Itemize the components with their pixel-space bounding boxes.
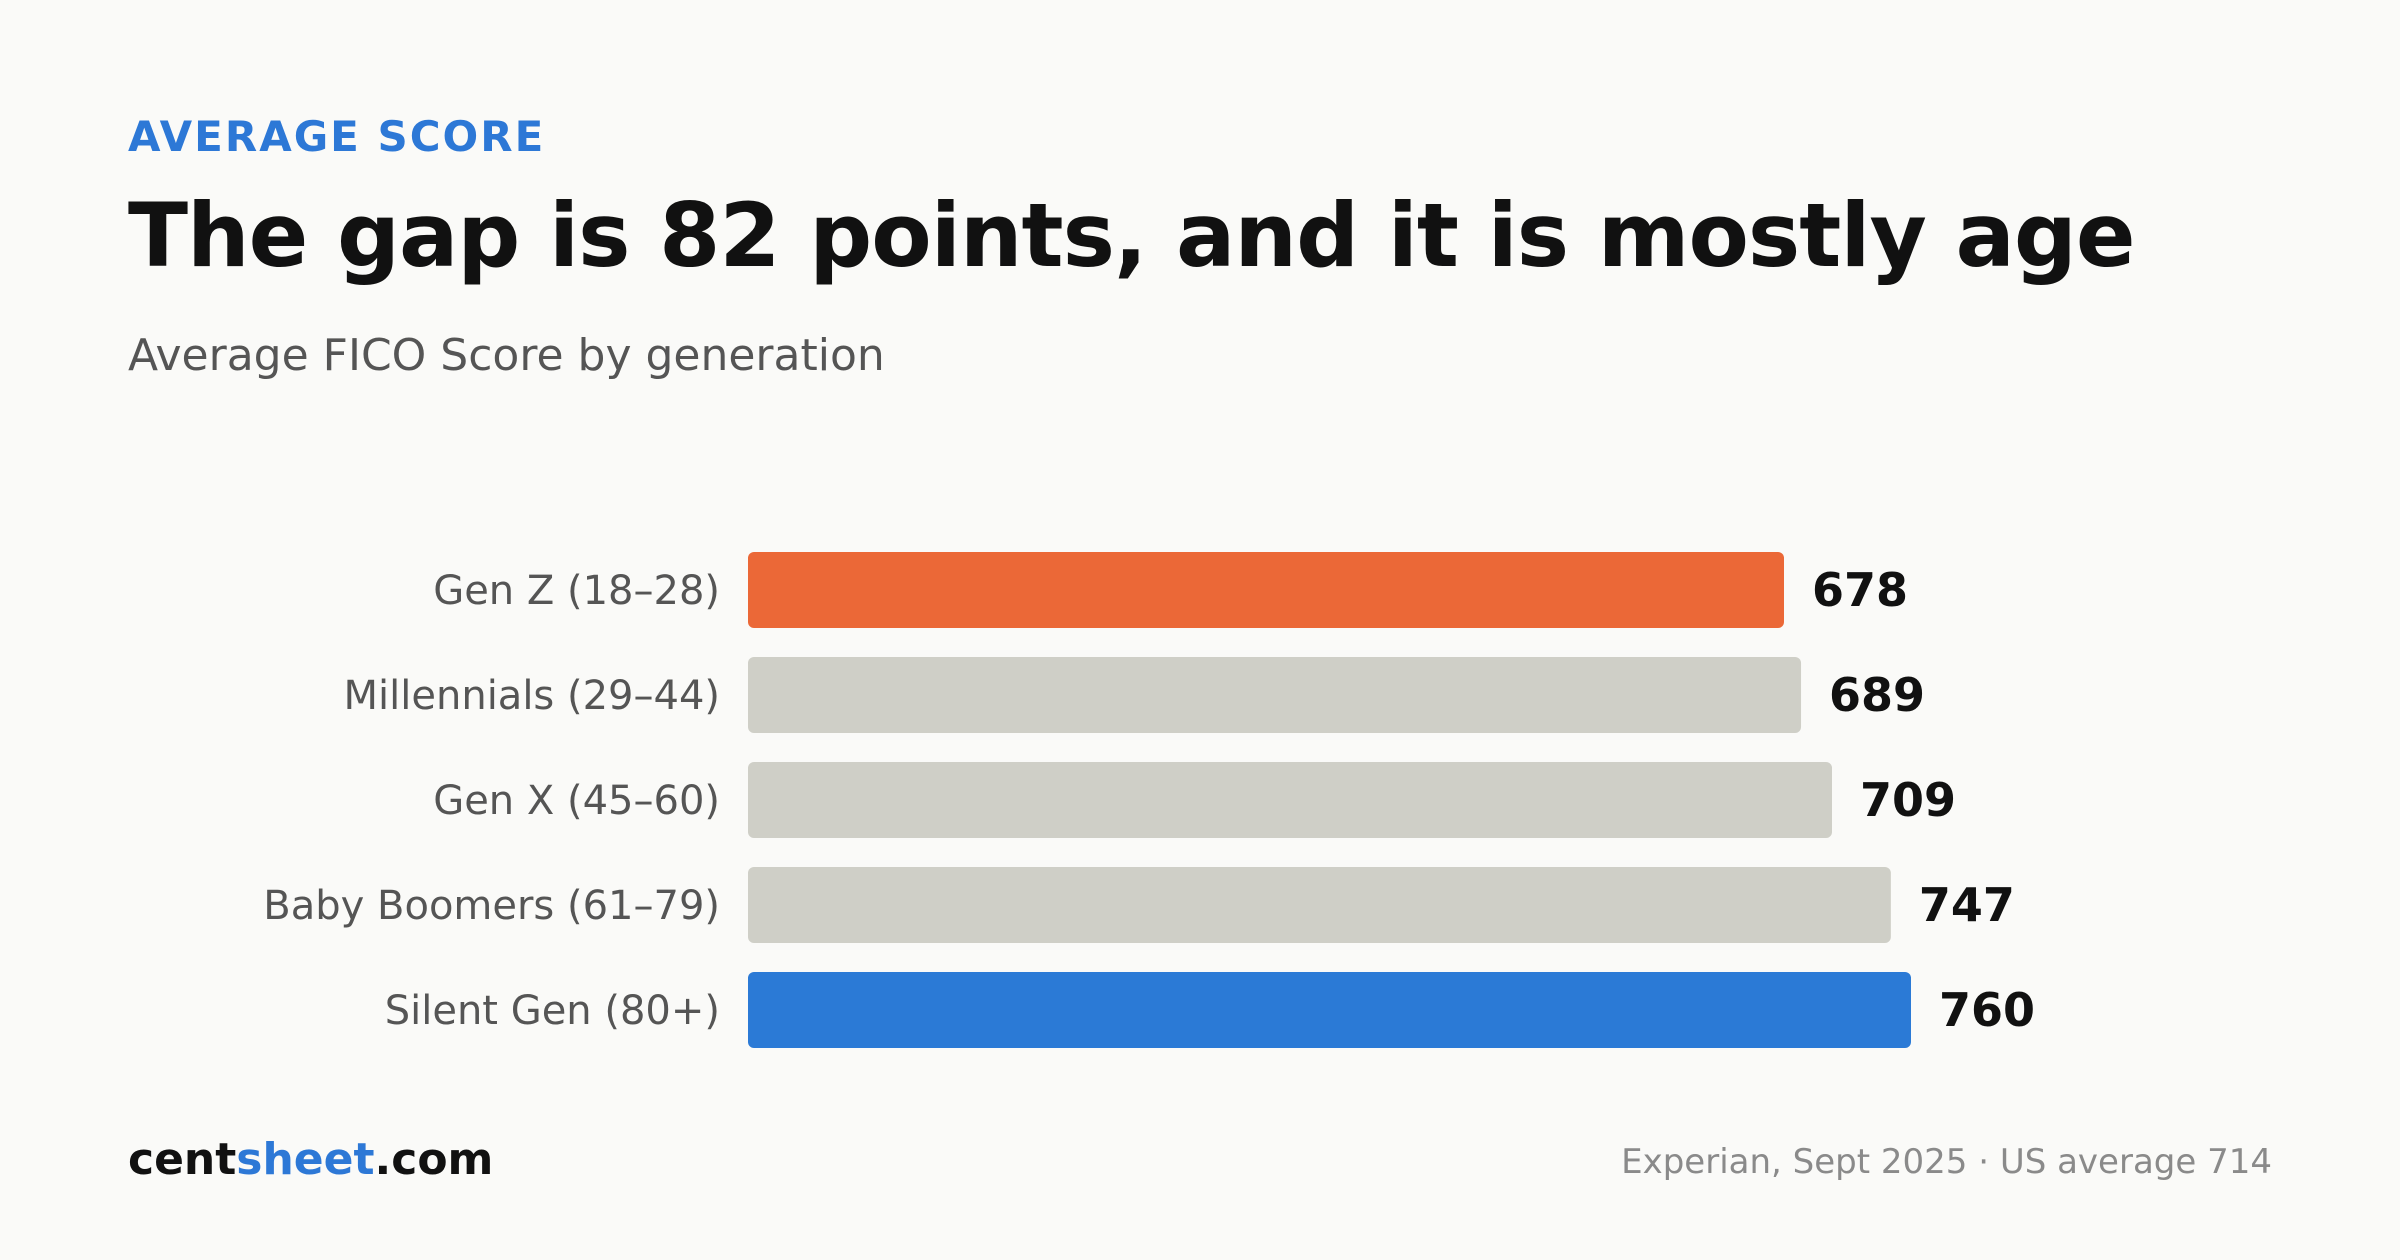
value-label: 678 [1812,563,1908,617]
bar [748,552,1784,628]
brand-part-cent: cent [128,1134,237,1185]
chart-eyebrow: AVERAGE SCORE [128,112,546,161]
chart-title: The gap is 82 points, and it is mostly a… [128,184,2136,287]
bar [748,972,1911,1048]
value-label: 760 [1939,983,2035,1037]
category-label: Baby Boomers (61–79) [263,883,720,929]
category-label: Gen X (45–60) [433,778,720,824]
brand-part-domain: .com [374,1134,494,1185]
bar [748,867,1891,943]
value-label: 747 [1919,878,2015,932]
value-label: 689 [1829,668,1925,722]
bar [748,762,1833,838]
brand-part-sheet: sheet [236,1134,375,1185]
chart-subtitle: Average FICO Score by generation [128,330,885,381]
source-note: Experian, Sept 2025 · US average 714 [1621,1142,2272,1182]
category-label: Silent Gen (80+) [385,988,720,1034]
bar [748,657,1802,733]
value-label: 709 [1860,773,1956,827]
brand-logo[interactable]: centsheet.com [128,1134,493,1185]
category-label: Millennials (29–44) [344,673,720,719]
category-label: Gen Z (18–28) [433,568,720,614]
